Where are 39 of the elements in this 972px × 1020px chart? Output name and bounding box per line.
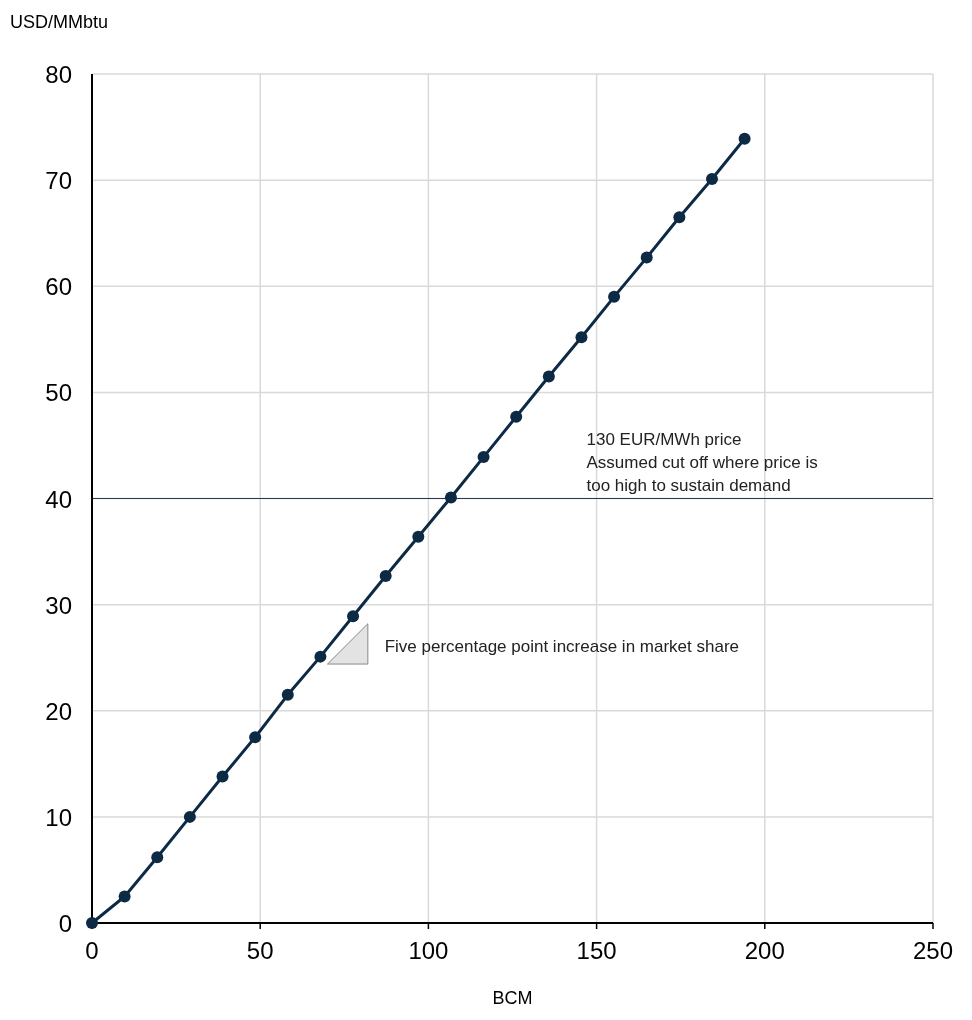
point (347, 610, 360, 623)
point (608, 290, 621, 303)
point (444, 491, 457, 504)
y-tick-label: 10 (45, 803, 72, 831)
point (477, 451, 490, 464)
y-tick-label: 20 (45, 697, 72, 725)
y-tick-label: 40 (45, 485, 72, 513)
point (216, 770, 229, 783)
point (412, 530, 425, 543)
x-axis-title: BCM (492, 988, 533, 1008)
y-tick-label: 50 (45, 379, 72, 407)
x-tick-label: 100 (408, 937, 449, 964)
y-tick-label: 30 (45, 591, 72, 619)
point (575, 331, 588, 344)
x-tick-label: 0 (85, 937, 99, 964)
point (118, 890, 131, 903)
x-tick-label: 250 (912, 937, 954, 964)
point (510, 410, 523, 423)
y-tick-label: 0 (58, 910, 72, 937)
point (738, 132, 751, 145)
point (314, 650, 327, 663)
y-tick-label: 70 (45, 167, 72, 195)
point (281, 688, 294, 701)
point (640, 251, 653, 264)
annotation: Five percentage point increase in market share (384, 636, 740, 656)
y-axis-title: USD/MMbtu (10, 12, 109, 32)
x-tick-label: 200 (744, 937, 785, 964)
point (249, 731, 262, 744)
point (705, 173, 718, 186)
point (542, 370, 555, 383)
x-tick-label: 150 (576, 937, 617, 964)
point (379, 569, 392, 582)
y-tick-label: 60 (45, 273, 72, 301)
y-tick-label: 80 (45, 61, 72, 88)
x-tick-label: 50 (246, 937, 274, 964)
ref-line-label: 130 EUR/MWh price Assumed cut off where price is too high to sustain demand (586, 429, 818, 495)
point (673, 211, 686, 224)
point (151, 851, 164, 864)
point (183, 810, 196, 823)
